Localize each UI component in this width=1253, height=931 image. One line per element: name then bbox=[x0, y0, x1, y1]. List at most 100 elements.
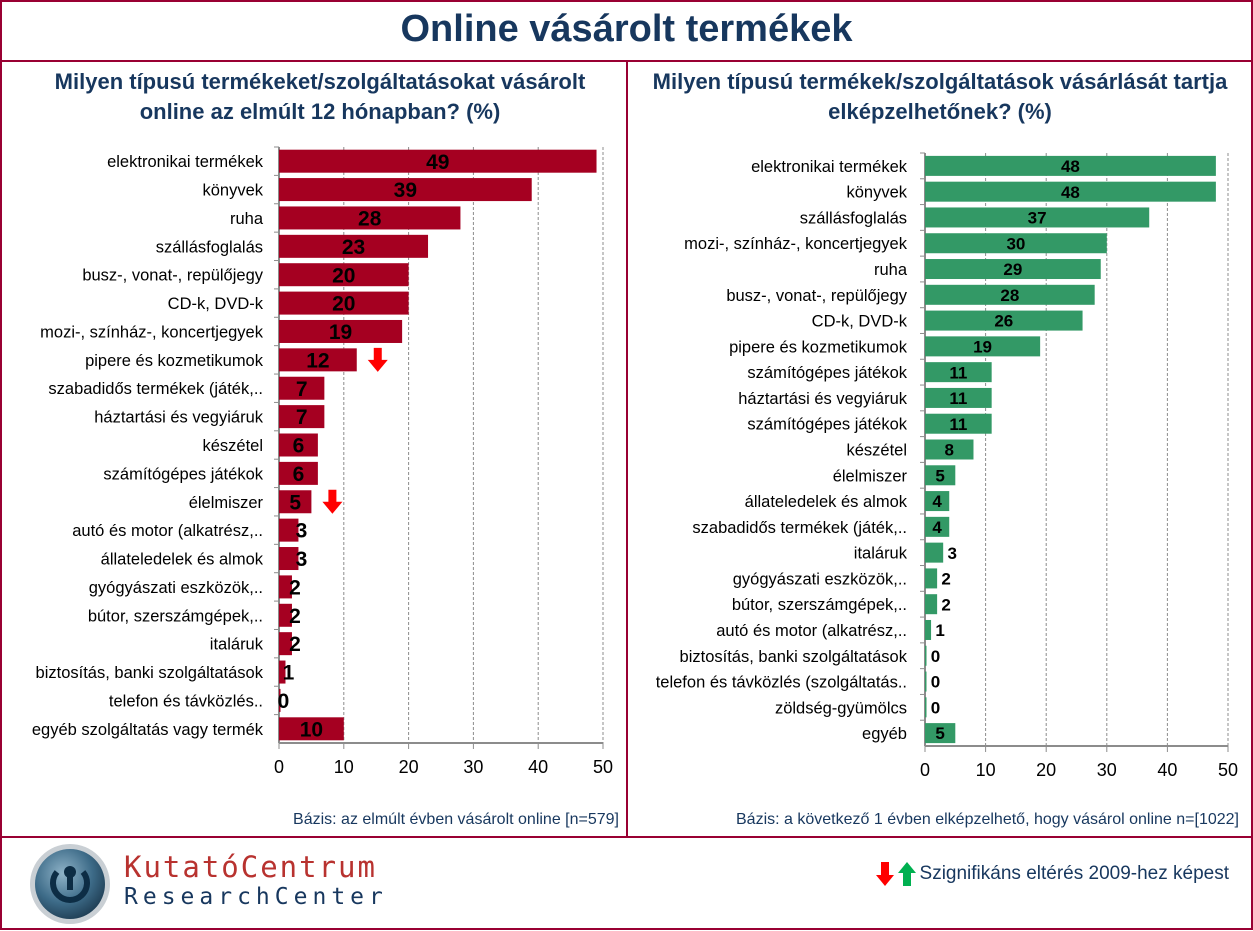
x-tick-label: 40 bbox=[528, 757, 548, 777]
bar bbox=[279, 149, 597, 173]
data-label: 3 bbox=[947, 544, 956, 563]
bar bbox=[279, 206, 461, 230]
category-label: CD-k, DVD-k bbox=[812, 313, 908, 331]
x-tick-label: 30 bbox=[463, 757, 483, 777]
category-label: autó és motor (alkatrész,.. bbox=[716, 622, 907, 640]
data-label: 1 bbox=[935, 621, 944, 640]
category-label: zöldség-gyümölcs bbox=[775, 699, 907, 717]
bar bbox=[279, 603, 292, 627]
data-label: 19 bbox=[973, 337, 992, 356]
x-tick-label: 10 bbox=[976, 760, 996, 780]
category-label: mozi-, színház-, koncertjegyek bbox=[40, 323, 264, 341]
data-label: 11 bbox=[949, 415, 967, 434]
data-label: 30 bbox=[1006, 234, 1025, 253]
bar bbox=[279, 575, 292, 599]
x-tick-label: 20 bbox=[1036, 760, 1056, 780]
category-label: élelmiszer bbox=[833, 467, 908, 485]
bar bbox=[279, 688, 281, 712]
data-label: 1 bbox=[283, 662, 295, 685]
data-label: 2 bbox=[941, 595, 950, 614]
category-label: könyvek bbox=[202, 182, 263, 200]
category-label: pipere és kozmetikumok bbox=[85, 352, 264, 370]
bar bbox=[925, 336, 1041, 357]
left-chart-title: Milyen típusú termékeket/szolgáltatásoka… bbox=[54, 69, 586, 124]
data-label: 0 bbox=[931, 673, 940, 692]
bar bbox=[925, 671, 927, 692]
data-label: 26 bbox=[994, 312, 1013, 331]
arrow-up-green-icon bbox=[897, 862, 916, 886]
category-label: egyéb bbox=[862, 725, 907, 743]
data-label: 11 bbox=[949, 363, 967, 382]
bar bbox=[925, 413, 992, 434]
footer-frame bbox=[0, 836, 1253, 930]
category-label: telefon és távközlés (szolgáltatás.. bbox=[656, 674, 907, 692]
data-label: 28 bbox=[1000, 286, 1019, 305]
category-label: CD-k, DVD-k bbox=[168, 295, 264, 313]
category-label: szállásfoglalás bbox=[800, 209, 907, 227]
category-label: italáruk bbox=[854, 545, 908, 563]
bar bbox=[279, 717, 344, 741]
data-label: 10 bbox=[300, 718, 323, 741]
legend-text: Szignifikáns eltérés 2009-hez képest bbox=[919, 863, 1229, 884]
category-label: gyógyászati eszközök,.. bbox=[89, 579, 263, 597]
bar bbox=[279, 348, 357, 372]
bar bbox=[925, 516, 950, 537]
category-label: busz-, vonat-, repülőjegy bbox=[82, 267, 263, 285]
data-label: 5 bbox=[935, 466, 944, 485]
arrow-down-red-icon bbox=[875, 862, 894, 886]
bar bbox=[925, 387, 992, 408]
category-label: szabadidős termékek (játék,.. bbox=[692, 519, 907, 537]
bar bbox=[925, 155, 1216, 176]
category-label: ruha bbox=[874, 261, 908, 279]
data-label: 7 bbox=[296, 378, 308, 401]
data-label: 0 bbox=[278, 690, 290, 713]
bar bbox=[279, 461, 318, 485]
page-title: Online vásárolt termékek bbox=[400, 8, 853, 50]
bar bbox=[279, 178, 532, 202]
bar bbox=[925, 491, 950, 512]
bar bbox=[925, 645, 927, 666]
category-label: bútor, szerszámgépek,.. bbox=[732, 596, 907, 614]
data-label: 20 bbox=[332, 264, 355, 287]
data-label: 2 bbox=[289, 605, 301, 628]
category-label: ruha bbox=[230, 210, 264, 228]
data-label: 12 bbox=[306, 349, 329, 372]
data-label: 4 bbox=[932, 518, 942, 537]
data-label: 29 bbox=[1003, 260, 1022, 279]
bar bbox=[279, 291, 409, 315]
x-tick-label: 40 bbox=[1157, 760, 1177, 780]
arrow-down-red-icon bbox=[322, 489, 343, 514]
bar bbox=[279, 660, 286, 684]
bar bbox=[279, 405, 325, 429]
category-label: elektronikai termékek bbox=[751, 158, 908, 176]
bar bbox=[925, 697, 927, 718]
data-label: 0 bbox=[931, 698, 940, 717]
bar bbox=[279, 376, 325, 400]
bar bbox=[925, 542, 944, 563]
x-tick-label: 10 bbox=[334, 757, 354, 777]
left-basis-note: Bázis: az elmúlt évben vásárolt online [… bbox=[293, 811, 619, 828]
data-label: 39 bbox=[394, 179, 417, 202]
category-label: készétel bbox=[202, 437, 263, 455]
data-label: 2 bbox=[941, 570, 950, 589]
bar bbox=[925, 465, 956, 486]
x-tick-label: 50 bbox=[1218, 760, 1238, 780]
data-label: 6 bbox=[293, 435, 305, 458]
category-label: állateledelek és almok bbox=[101, 551, 264, 569]
category-label: állateledelek és almok bbox=[745, 493, 908, 511]
bar bbox=[925, 207, 1150, 228]
data-label: 23 bbox=[342, 236, 365, 259]
bar bbox=[925, 310, 1083, 331]
bar bbox=[925, 233, 1107, 254]
data-label: 5 bbox=[289, 491, 301, 514]
arrow-down-red-icon bbox=[367, 347, 388, 372]
divider bbox=[626, 60, 628, 837]
bar bbox=[925, 362, 992, 383]
category-label: egyéb szolgáltatás vagy termék bbox=[32, 721, 264, 739]
bar bbox=[279, 490, 312, 514]
data-label: 8 bbox=[945, 441, 954, 460]
category-label: háztartási és vegyiáruk bbox=[738, 390, 907, 408]
bar bbox=[925, 723, 956, 744]
category-label: háztartási és vegyiáruk bbox=[94, 409, 263, 427]
